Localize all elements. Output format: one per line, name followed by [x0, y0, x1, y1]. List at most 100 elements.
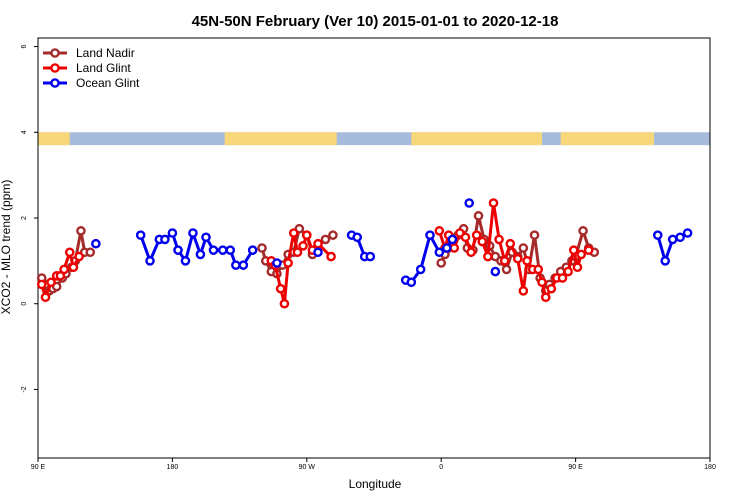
land-band-segment [411, 132, 542, 146]
data-point [652, 230, 663, 240]
data-point [546, 283, 557, 294]
x-tick-label: 90 W [299, 464, 316, 471]
legend-marker [50, 48, 60, 58]
data-point [406, 277, 417, 288]
data-point [660, 256, 671, 266]
data-point [583, 245, 594, 255]
series-3 [91, 198, 693, 288]
data-point [301, 230, 312, 240]
data-point [434, 247, 445, 258]
data-point [460, 232, 471, 243]
data-point [36, 279, 47, 290]
data-point [466, 247, 476, 258]
data-point [557, 273, 568, 283]
land-band-segment [224, 132, 337, 146]
y-tick-label: 2 [21, 216, 28, 220]
y-axis-label: XCO2 - MLO trend (ppm) [0, 180, 13, 315]
data-point [434, 226, 445, 236]
data-point [578, 226, 588, 236]
data-point [188, 228, 198, 238]
data-point [292, 247, 303, 258]
land-band-segment [38, 132, 70, 146]
data-point [518, 243, 529, 253]
x-tick-label: 180 [167, 464, 179, 471]
land-ocean-band [38, 132, 710, 146]
data-point [494, 234, 504, 245]
data-point [425, 230, 435, 240]
data-point [490, 266, 501, 277]
x-tick-label: 180 [704, 464, 716, 471]
data-point [247, 245, 258, 255]
series-group [36, 198, 693, 309]
chart-title: 45N-50N February (Ver 10) 2015-01-01 to … [192, 13, 559, 30]
data-point [180, 256, 191, 266]
legend-label: Ocean Glint [76, 76, 140, 90]
data-point [512, 253, 523, 264]
data-point [473, 211, 484, 221]
data-point [499, 256, 510, 266]
y-tick-label: 4 [21, 130, 28, 134]
data-point [540, 292, 551, 303]
axes: 90 E 180 90 W 0 90 E 180 -2 0 2 4 6 [21, 37, 716, 471]
data-point [91, 238, 101, 249]
data-point [74, 251, 84, 262]
data-point [275, 283, 286, 294]
data-point [46, 277, 56, 288]
data-point [441, 243, 452, 253]
plot-frame [37, 37, 711, 459]
data-point [572, 262, 583, 273]
data-point [85, 247, 96, 258]
data-point [313, 238, 323, 249]
legend-marker [50, 78, 60, 88]
legend-item: Land Nadir [43, 46, 135, 60]
data-point [449, 243, 460, 253]
data-point [501, 264, 512, 275]
data-point [68, 262, 79, 273]
y-tick-label: 0 [21, 302, 28, 306]
data-point [488, 198, 499, 208]
data-point [195, 249, 206, 260]
legend-label: Land Glint [76, 61, 131, 75]
y-tick-label: 6 [21, 45, 28, 49]
x-tick-label: 90 E [568, 464, 583, 471]
data-point [320, 234, 331, 245]
land-band-segment [560, 132, 654, 146]
data-point [447, 234, 458, 245]
data-point [505, 238, 516, 249]
data-point [576, 249, 587, 260]
data-point [533, 264, 544, 275]
data-point [135, 230, 146, 240]
legend-item: Ocean Glint [43, 76, 140, 90]
legend-marker [50, 63, 60, 73]
data-point [288, 228, 299, 238]
data-point [40, 292, 51, 303]
legend-label: Land Nadir [76, 46, 135, 60]
data-point [365, 251, 376, 262]
data-point [298, 241, 308, 251]
data-point [59, 264, 69, 275]
data-point [328, 230, 338, 240]
data-point [173, 245, 183, 255]
data-point [160, 234, 170, 245]
x-axis-label: Longitude [349, 477, 402, 491]
data-point [167, 228, 178, 238]
data-point [257, 243, 267, 253]
x-tick-label: 0 [439, 464, 443, 471]
data-point [682, 228, 693, 238]
data-point [464, 198, 475, 208]
data-point [675, 232, 685, 243]
data-point [326, 251, 336, 262]
legend-item: Land Glint [43, 61, 131, 75]
data-point [537, 277, 547, 288]
data-point [225, 245, 236, 255]
data-point [415, 264, 426, 275]
data-point [279, 298, 290, 309]
data-point [436, 258, 447, 268]
data-point [522, 256, 532, 266]
data-point [217, 245, 228, 255]
data-point [352, 232, 363, 243]
series-line [437, 201, 590, 299]
data-point [667, 234, 678, 245]
